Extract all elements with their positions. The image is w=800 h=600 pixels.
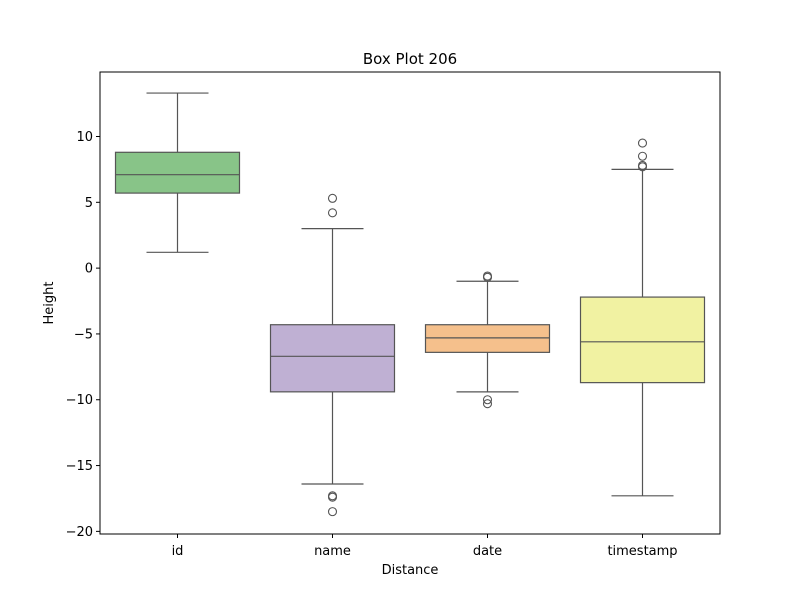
x-tick-label: date — [473, 544, 502, 559]
outlier-point-name — [327, 492, 338, 502]
outlier-point-name — [327, 193, 338, 203]
outlier-point-date — [482, 272, 493, 282]
plot-area: 10 5 0 −5 −10 −15 −20 id name date timestamp — [66, 92, 706, 559]
outlier-point-timestamp — [637, 151, 648, 161]
y-tick-label: 10 — [76, 130, 93, 145]
y-tick-label: −20 — [66, 525, 93, 540]
outlier-point-date — [482, 395, 493, 405]
x-tick-label: timestamp — [607, 544, 677, 559]
x-tick-label: id — [172, 544, 184, 559]
x-tick-label: name — [314, 544, 351, 559]
chart-title: Box Plot 206 — [363, 50, 457, 68]
box-date — [424, 324, 551, 353]
y-tick-label: 5 — [85, 196, 93, 211]
plot-frame — [99, 71, 721, 535]
y-tick-label: 0 — [85, 262, 93, 277]
box-timestamp — [579, 296, 706, 384]
x-axis-label: Distance — [382, 563, 439, 578]
outlier-point-timestamp — [637, 138, 648, 148]
box-id — [114, 151, 241, 194]
box-name — [269, 324, 396, 393]
y-axis-label: Height — [42, 282, 57, 325]
outlier-point-date — [482, 399, 493, 409]
outlier-point-name — [327, 208, 338, 218]
y-tick-label: −5 — [74, 327, 93, 342]
y-tick-label: −10 — [66, 393, 93, 408]
y-tick-label: −15 — [66, 459, 93, 474]
outlier-point-name — [327, 507, 338, 517]
outlier-point-timestamp — [637, 162, 648, 172]
